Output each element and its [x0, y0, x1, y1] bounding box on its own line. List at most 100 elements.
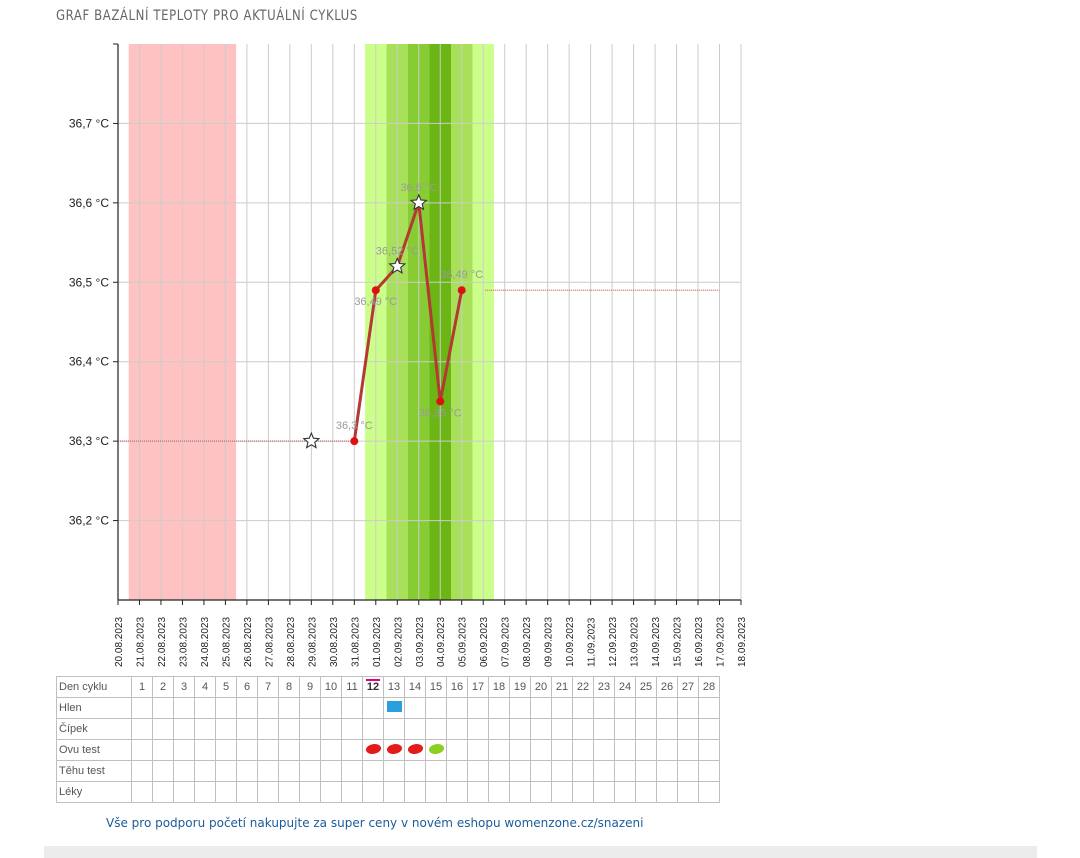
table-cell[interactable]	[236, 760, 258, 782]
table-cell[interactable]	[488, 781, 510, 803]
table-cell[interactable]	[530, 781, 552, 803]
table-cell[interactable]	[593, 739, 615, 761]
table-cell[interactable]	[677, 739, 699, 761]
table-cell[interactable]	[509, 781, 531, 803]
table-cell[interactable]	[425, 760, 447, 782]
table-cell[interactable]	[698, 718, 720, 740]
table-cell[interactable]	[320, 781, 342, 803]
table-cell[interactable]	[488, 760, 510, 782]
table-cell[interactable]	[593, 760, 615, 782]
table-cell[interactable]	[215, 718, 237, 740]
table-cell[interactable]	[467, 739, 489, 761]
table-cell[interactable]	[299, 781, 321, 803]
table-cell[interactable]	[236, 739, 258, 761]
table-cell[interactable]	[425, 781, 447, 803]
table-cell[interactable]	[131, 760, 153, 782]
table-cell[interactable]	[551, 739, 573, 761]
table-cell[interactable]	[215, 697, 237, 719]
table-cell[interactable]	[341, 739, 363, 761]
table-cell[interactable]	[509, 739, 531, 761]
table-cell[interactable]	[635, 697, 657, 719]
table-cell[interactable]	[173, 781, 195, 803]
table-cell[interactable]	[677, 760, 699, 782]
table-cell[interactable]	[698, 760, 720, 782]
table-cell[interactable]	[425, 739, 447, 761]
table-cell[interactable]	[635, 739, 657, 761]
table-cell[interactable]	[278, 781, 300, 803]
table-cell[interactable]	[299, 760, 321, 782]
table-cell[interactable]	[614, 760, 636, 782]
table-cell[interactable]	[341, 697, 363, 719]
table-cell[interactable]	[467, 781, 489, 803]
table-cell[interactable]	[404, 718, 426, 740]
table-cell[interactable]	[404, 739, 426, 761]
table-cell[interactable]	[152, 718, 174, 740]
table-cell[interactable]	[194, 760, 216, 782]
table-cell[interactable]	[278, 718, 300, 740]
table-cell[interactable]	[173, 739, 195, 761]
table-cell[interactable]	[131, 718, 153, 740]
table-cell[interactable]	[299, 718, 321, 740]
table-cell[interactable]	[215, 760, 237, 782]
table-cell[interactable]	[698, 739, 720, 761]
table-cell[interactable]	[551, 760, 573, 782]
table-cell[interactable]	[614, 781, 636, 803]
table-cell[interactable]	[593, 718, 615, 740]
table-cell[interactable]	[614, 718, 636, 740]
table-cell[interactable]	[593, 781, 615, 803]
table-cell[interactable]	[152, 760, 174, 782]
table-cell[interactable]	[656, 760, 678, 782]
table-cell[interactable]	[677, 697, 699, 719]
table-cell[interactable]	[677, 718, 699, 740]
table-cell[interactable]	[488, 718, 510, 740]
table-cell[interactable]	[572, 718, 594, 740]
table-cell[interactable]	[236, 781, 258, 803]
table-cell[interactable]	[530, 697, 552, 719]
table-cell[interactable]	[131, 781, 153, 803]
table-cell[interactable]	[236, 697, 258, 719]
table-cell[interactable]	[572, 781, 594, 803]
table-cell[interactable]	[278, 697, 300, 719]
table-cell[interactable]	[509, 760, 531, 782]
table-cell[interactable]	[383, 781, 405, 803]
table-cell[interactable]	[257, 781, 279, 803]
table-cell[interactable]	[677, 781, 699, 803]
table-cell[interactable]	[362, 739, 384, 761]
table-cell[interactable]	[614, 697, 636, 719]
shop-link[interactable]: Vše pro podporu početí nakupujte za supe…	[106, 816, 644, 830]
table-cell[interactable]	[383, 697, 405, 719]
table-cell[interactable]	[362, 781, 384, 803]
table-cell[interactable]	[341, 760, 363, 782]
table-cell[interactable]	[446, 718, 468, 740]
table-cell[interactable]	[278, 760, 300, 782]
table-cell[interactable]	[383, 739, 405, 761]
table-cell[interactable]	[488, 739, 510, 761]
table-cell[interactable]	[173, 718, 195, 740]
table-cell[interactable]	[152, 697, 174, 719]
table-cell[interactable]	[572, 697, 594, 719]
table-cell[interactable]	[404, 781, 426, 803]
table-cell[interactable]	[614, 739, 636, 761]
table-cell[interactable]	[194, 697, 216, 719]
table-cell[interactable]	[530, 718, 552, 740]
table-cell[interactable]	[383, 718, 405, 740]
table-cell[interactable]	[320, 718, 342, 740]
table-cell[interactable]	[257, 697, 279, 719]
table-cell[interactable]	[698, 697, 720, 719]
table-cell[interactable]	[656, 781, 678, 803]
table-cell[interactable]	[131, 739, 153, 761]
table-cell[interactable]	[341, 718, 363, 740]
table-cell[interactable]	[320, 739, 342, 761]
table-cell[interactable]	[446, 760, 468, 782]
table-cell[interactable]	[152, 781, 174, 803]
table-cell[interactable]	[131, 697, 153, 719]
table-cell[interactable]	[467, 697, 489, 719]
table-cell[interactable]	[635, 718, 657, 740]
table-cell[interactable]	[257, 718, 279, 740]
table-cell[interactable]	[173, 760, 195, 782]
table-cell[interactable]	[362, 718, 384, 740]
table-cell[interactable]	[278, 739, 300, 761]
table-cell[interactable]	[215, 739, 237, 761]
table-cell[interactable]	[425, 697, 447, 719]
table-cell[interactable]	[173, 697, 195, 719]
